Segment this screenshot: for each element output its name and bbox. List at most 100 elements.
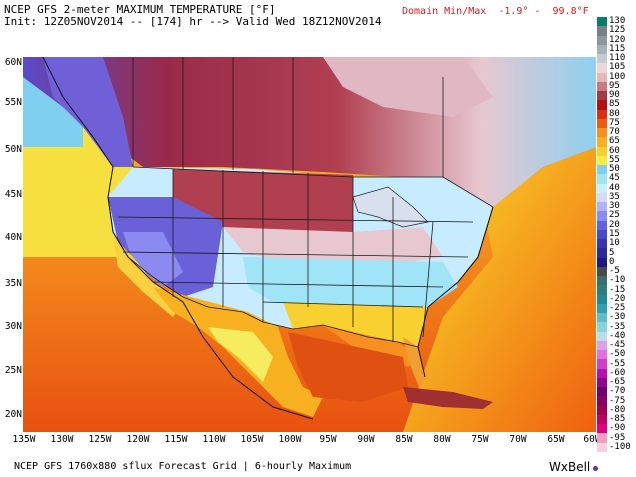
color-bar-swatch — [597, 174, 607, 185]
color-bar-swatch — [597, 303, 607, 314]
color-bar-label: 70 — [609, 127, 620, 138]
color-bar-label: -45 — [609, 340, 626, 351]
color-bar-label: 115 — [609, 43, 626, 54]
color-bar-swatch — [597, 442, 607, 453]
color-bar-swatch — [597, 294, 607, 305]
lat-label: 25N — [4, 365, 22, 376]
color-bar-label: -55 — [609, 358, 626, 369]
color-bar-swatch — [597, 202, 607, 212]
lat-label: 35N — [4, 278, 22, 289]
lon-label: 90W — [357, 434, 375, 445]
color-bar-swatch — [597, 91, 607, 101]
color-bar-label: 5 — [609, 247, 615, 258]
color-bar-swatch — [597, 229, 607, 240]
init-valid-line: Init: 12Z05NOV2014 -- [174] hr --> Valid… — [4, 15, 382, 28]
color-bar-swatch — [597, 239, 607, 249]
color-bar-label: 90 — [609, 90, 620, 101]
map-canvas — [23, 57, 596, 432]
color-bar-label: 125 — [609, 25, 626, 36]
color-bar-swatch — [597, 414, 607, 425]
lon-label: 70W — [509, 434, 527, 445]
color-bar-swatch — [597, 100, 607, 111]
color-bar-label: 85 — [609, 99, 620, 110]
lat-label: 45N — [4, 189, 22, 200]
great-lakes — [352, 186, 429, 228]
domain-min-max: Domain Min/Max -1.9° - 99.8°F — [402, 6, 589, 17]
color-bar-label: -65 — [609, 377, 626, 388]
color-bar-label: 25 — [609, 210, 620, 221]
color-bar-label: -20 — [609, 293, 626, 304]
color-bar-swatch — [597, 54, 607, 64]
wxbell-logo: WxBell — [549, 460, 591, 474]
color-bar-label: -35 — [609, 321, 626, 332]
lon-label: 95W — [319, 434, 337, 445]
color-bar-label: -90 — [609, 423, 626, 434]
color-bar-swatch — [597, 220, 607, 231]
color-bar-swatch — [597, 368, 607, 379]
color-bar-label: -80 — [609, 404, 626, 415]
color-bar-swatch — [597, 81, 607, 92]
color-bar-swatch — [597, 313, 607, 323]
logo-dot-icon — [593, 466, 598, 471]
color-bar-swatch — [597, 146, 607, 157]
lon-label: 105W — [240, 434, 264, 445]
lon-label: 135W — [12, 434, 36, 445]
gulf-of-mexico — [288, 332, 408, 402]
color-bar-label: 40 — [609, 182, 620, 193]
color-bar-swatch — [597, 331, 607, 342]
color-bar-swatch — [597, 257, 607, 268]
color-bar — [597, 17, 607, 453]
color-bar-swatch — [597, 276, 607, 286]
color-bar-swatch — [597, 424, 607, 434]
color-bar-swatch — [597, 248, 607, 259]
florida — [403, 337, 425, 387]
color-bar-swatch — [597, 26, 607, 36]
color-bar-swatch — [597, 35, 607, 46]
lon-label: 85W — [395, 434, 413, 445]
color-bar-label: 120 — [609, 34, 626, 45]
color-bar-label: 10 — [609, 238, 620, 249]
lat-label: 55N — [4, 97, 22, 108]
color-bar-label: 0 — [609, 256, 615, 267]
lon-label: 65W — [547, 434, 565, 445]
color-bar-swatch — [597, 285, 607, 296]
color-bar-swatch — [597, 396, 607, 407]
color-bar-swatch — [597, 63, 607, 74]
lat-label: 50N — [4, 144, 22, 155]
color-bar-label: -10 — [609, 275, 626, 286]
color-bar-swatch — [597, 109, 607, 120]
color-bar-swatch — [597, 377, 607, 388]
color-bar-label: -50 — [609, 349, 626, 360]
central-pink — [223, 227, 443, 267]
lon-label: 75W — [471, 434, 489, 445]
hudson-region — [323, 57, 493, 117]
state-borders — [107, 166, 494, 348]
lon-label: 110W — [202, 434, 226, 445]
lon-label: 60W — [583, 434, 601, 445]
color-bar-swatch — [597, 266, 607, 277]
color-bar-label: 45 — [609, 173, 620, 184]
lon-label: 80W — [433, 434, 451, 445]
lat-label: 30N — [4, 321, 22, 332]
color-bar-label: -95 — [609, 432, 626, 443]
color-bar-label: 30 — [609, 201, 620, 212]
color-bar-label: 15 — [609, 229, 620, 239]
color-bar-label: 35 — [609, 191, 620, 202]
color-bar-swatch — [597, 387, 607, 397]
color-bar-swatch — [597, 350, 607, 360]
color-bar-swatch — [597, 183, 607, 194]
color-bar-swatch — [597, 322, 607, 333]
lat-label: 40N — [4, 232, 22, 243]
color-bar-label: 130 — [609, 16, 626, 27]
color-bar-label: 105 — [609, 62, 626, 73]
southeast-warm — [283, 302, 428, 347]
color-bar-label: -70 — [609, 386, 626, 397]
color-bar-label: -25 — [609, 303, 626, 314]
color-bar-swatch — [597, 17, 607, 27]
color-bar-swatch — [597, 155, 607, 166]
color-bar-label: 20 — [609, 219, 620, 230]
lat-label: 20N — [4, 409, 22, 420]
lon-label: 130W — [50, 434, 74, 445]
color-bar-label: 80 — [609, 108, 620, 119]
color-bar-swatch — [597, 192, 607, 203]
